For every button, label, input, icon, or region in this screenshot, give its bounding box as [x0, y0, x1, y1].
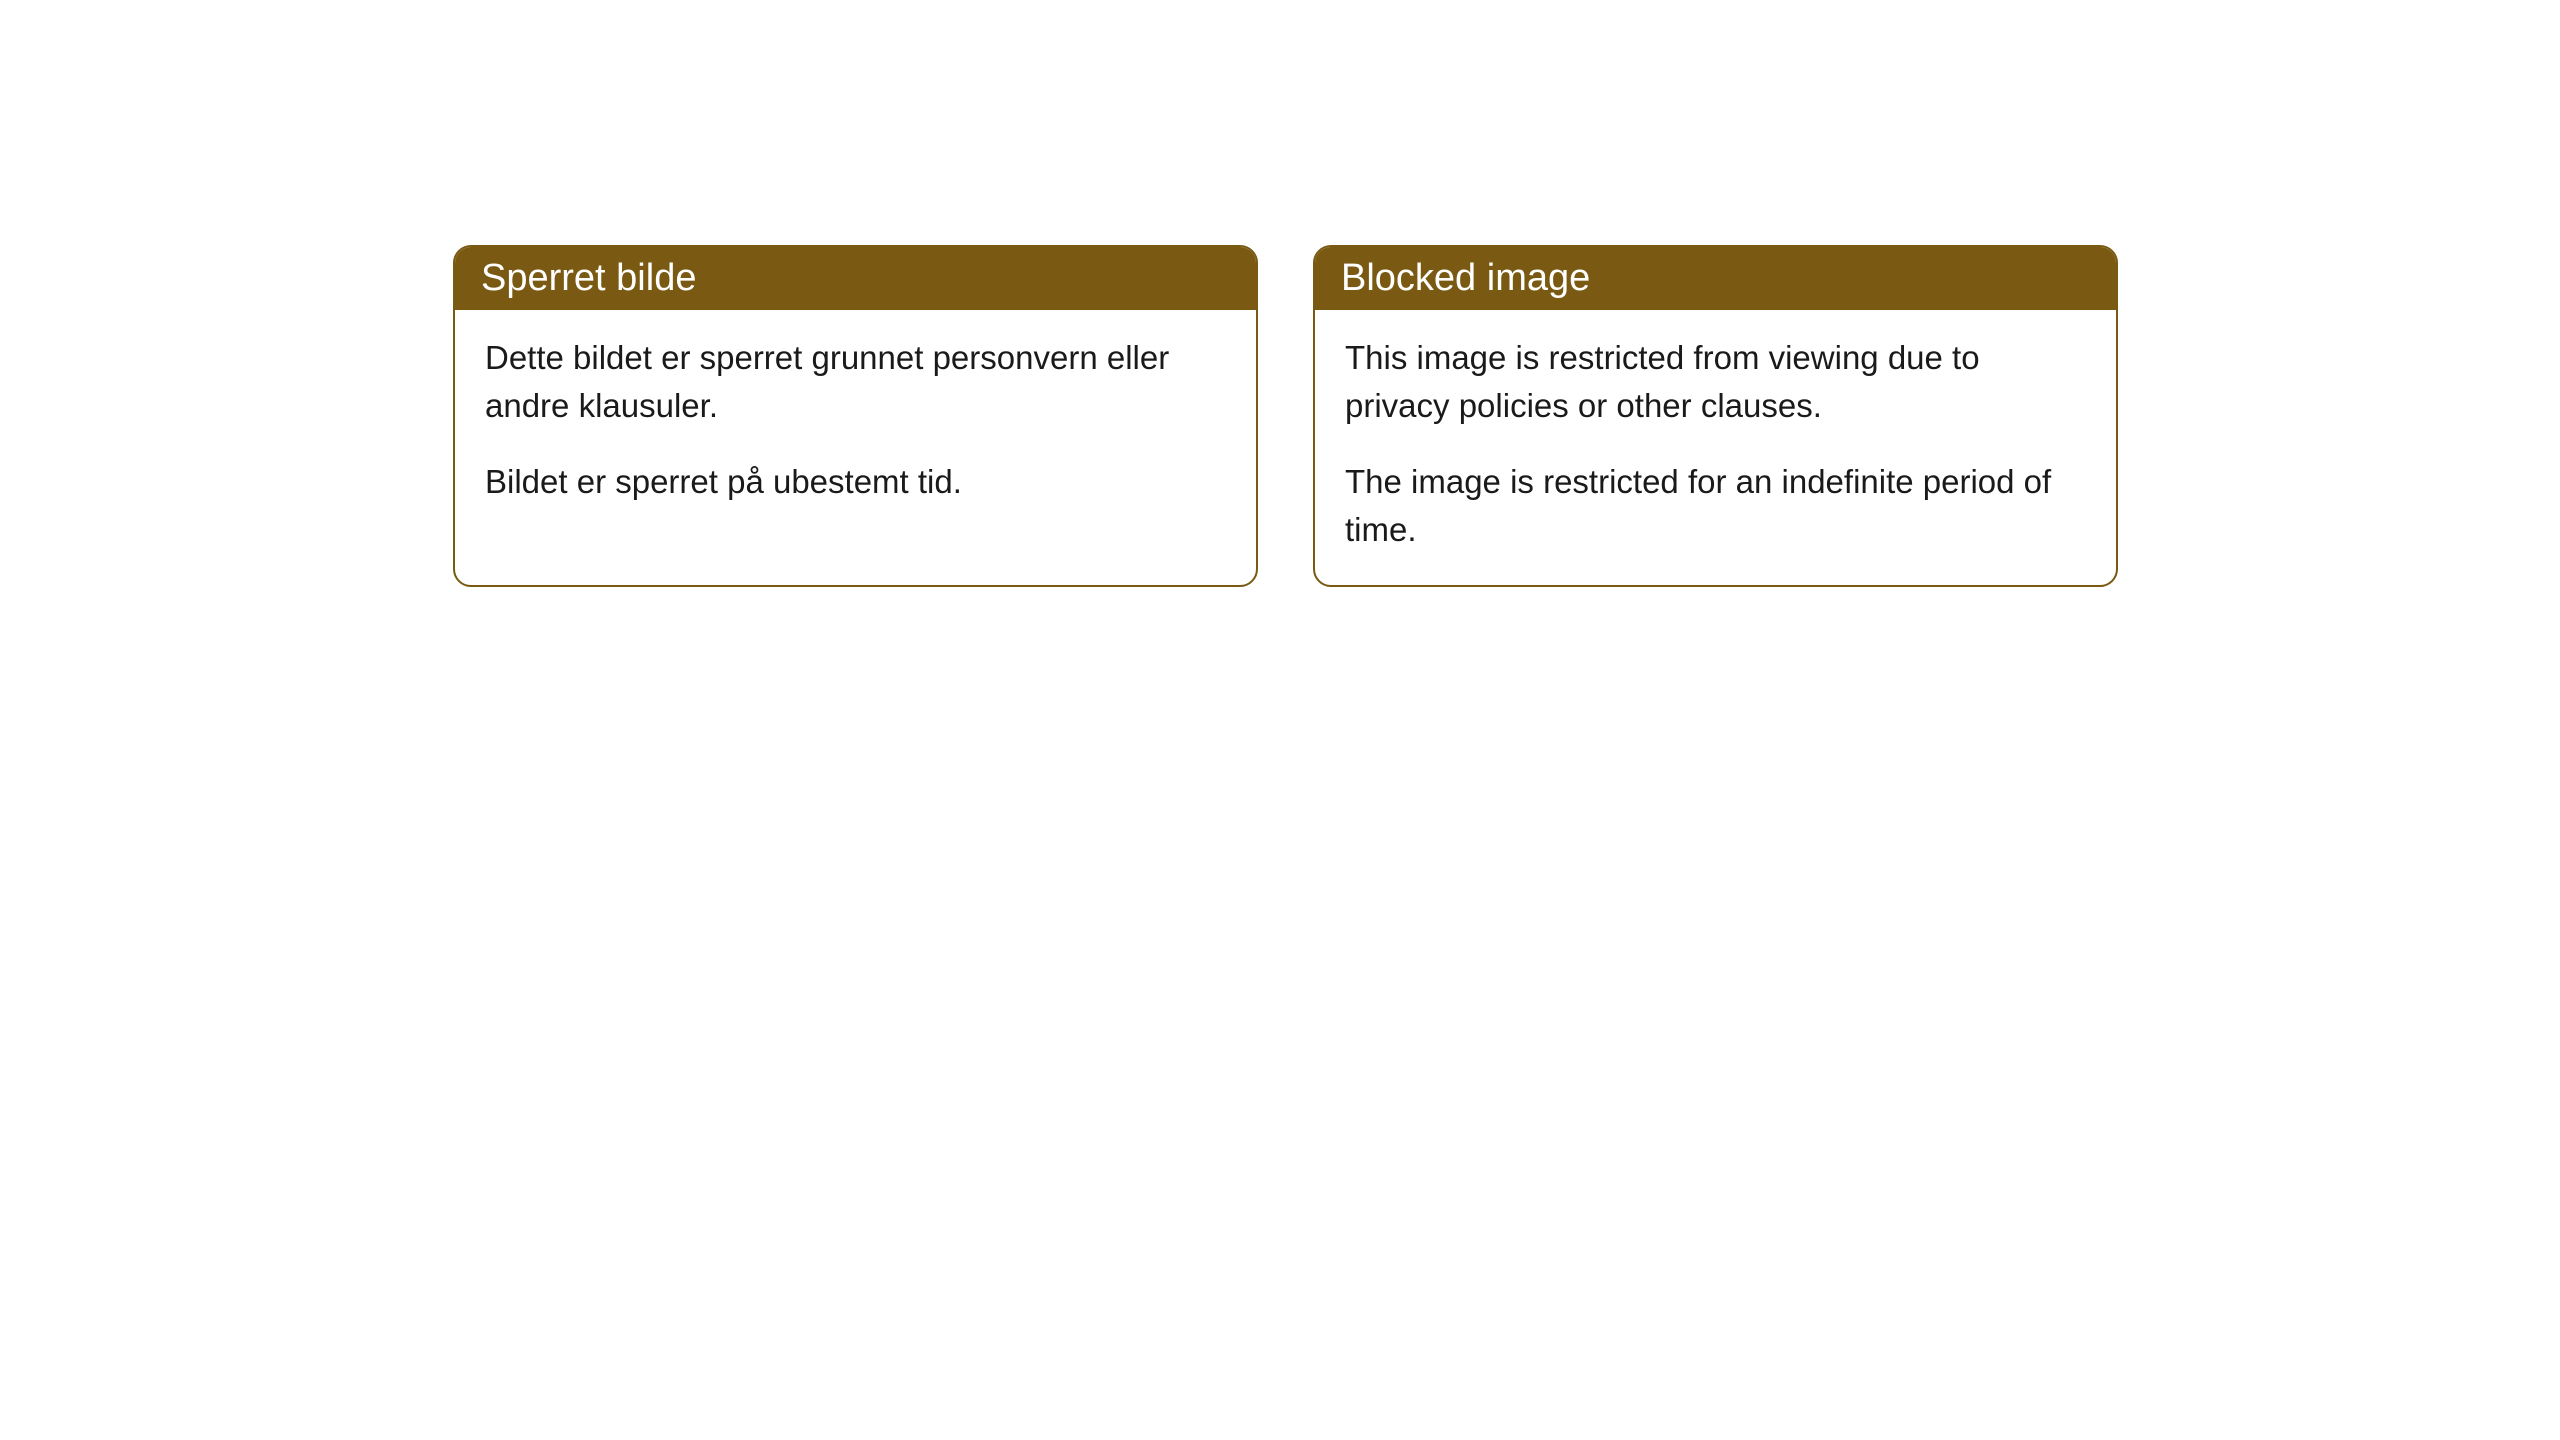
card-paragraph-1: This image is restricted from viewing du… — [1345, 334, 2086, 430]
card-paragraph-1: Dette bildet er sperret grunnet personve… — [485, 334, 1226, 430]
card-english: Blocked image This image is restricted f… — [1313, 245, 2118, 587]
card-paragraph-2: Bildet er sperret på ubestemt tid. — [485, 458, 1226, 506]
cards-container: Sperret bilde Dette bildet er sperret gr… — [453, 245, 2560, 587]
card-body-norwegian: Dette bildet er sperret grunnet personve… — [455, 310, 1256, 538]
card-paragraph-2: The image is restricted for an indefinit… — [1345, 458, 2086, 554]
card-norwegian: Sperret bilde Dette bildet er sperret gr… — [453, 245, 1258, 587]
card-body-english: This image is restricted from viewing du… — [1315, 310, 2116, 585]
card-header-english: Blocked image — [1315, 247, 2116, 310]
card-header-norwegian: Sperret bilde — [455, 247, 1256, 310]
